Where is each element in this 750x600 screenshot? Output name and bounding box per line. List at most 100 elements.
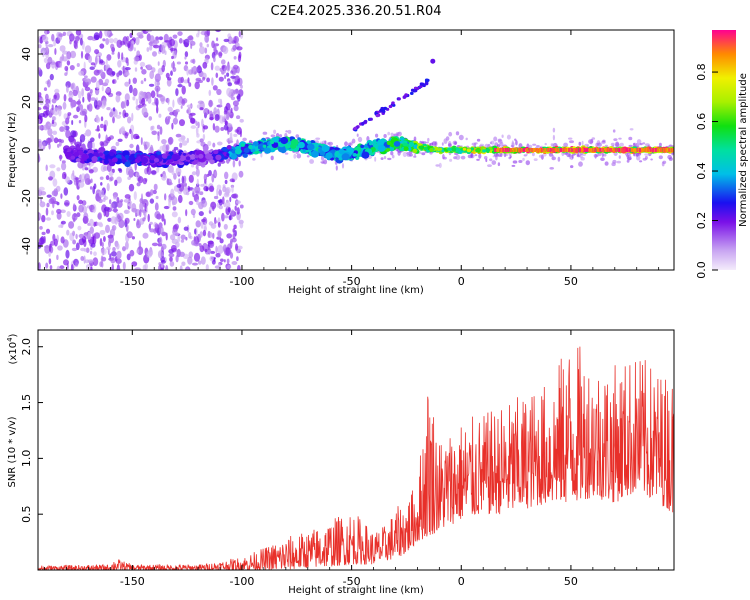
spectrogram-band-dot [174, 154, 181, 160]
spectrogram-noise-dot [497, 144, 501, 148]
spectrogram-noise-dot [230, 107, 233, 114]
spectrogram-noise-dot [111, 51, 115, 55]
spectrogram-noise-dot [71, 247, 78, 252]
spectrogram-noise-dot [88, 204, 95, 211]
spectrogram-noise-dot [145, 30, 153, 33]
spectrogram-peak-cell [594, 148, 597, 152]
spectrogram-noise-dot [476, 158, 480, 161]
spectrogram-noise-dot [224, 188, 230, 196]
spectrogram-noise-dot [413, 136, 417, 142]
spectrogram-trail-dot [419, 82, 424, 86]
spectrogram-band-dot [243, 147, 250, 153]
spectrogram-noise-dot [204, 222, 207, 230]
spectrogram-noise-dot [61, 174, 65, 180]
spectrogram-noise-dot [642, 157, 647, 161]
spectrogram-noise-dot [68, 91, 74, 99]
spectrogram-noise-dot [169, 47, 176, 52]
spectrogram-noise-dot [223, 259, 226, 263]
spectrogram-band-dot [302, 149, 307, 153]
spectrogram-noise-dot [374, 156, 377, 162]
spectrogram-noise-dot [166, 78, 172, 87]
spectrogram-band-dot [93, 151, 99, 157]
spectrogram-noise-dot [206, 43, 209, 48]
spectrogram-noise-dot [234, 76, 238, 82]
spectrogram-noise-dot [615, 141, 620, 147]
spectrogram-noise-dot [53, 188, 58, 197]
spectrogram-noise-dot [159, 145, 166, 151]
spectrogram-noise-dot [84, 173, 90, 182]
spectrogram-noise-dot [285, 130, 288, 133]
spectrogram-noise-dot [130, 131, 134, 141]
spectrogram-noise-dot [45, 62, 51, 70]
spectrogram-noise-dot [114, 216, 118, 225]
spectrogram-noise-dot [460, 155, 466, 160]
spectrogram-noise-dot [95, 80, 100, 90]
spectrogram-noise-dot [202, 143, 209, 152]
spectrogram-noise-dot [76, 63, 80, 67]
spectrogram-peak-cell [602, 148, 605, 152]
snr-y-axis-label: SNR (10 * v/v) [7, 416, 18, 487]
spectrogram-peak-cell [665, 148, 668, 152]
spectrogram-noise-dot [151, 170, 157, 175]
spectrogram-noise-dot [77, 225, 82, 231]
spectrogram-noise-dot [194, 186, 201, 194]
spectrogram-noise-dot [60, 193, 63, 199]
spectrogram-noise-dot [54, 88, 60, 94]
spectrogram-noise-dot [159, 95, 166, 102]
spectrogram-peak-cell [644, 148, 647, 152]
spectrogram-noise-dot [180, 239, 185, 243]
spectrogram-noise-dot [156, 105, 159, 114]
spectrogram-noise-dot [610, 142, 615, 147]
spectrogram-trail-dot [388, 104, 393, 109]
spectrogram-peak-cell [507, 148, 510, 152]
spectrogram-noise-dot [232, 159, 236, 168]
spectrogram-band-dot [466, 148, 472, 153]
spectrogram-noise-dot [658, 155, 663, 160]
spectrogram-noise-dot [157, 250, 164, 259]
spectrogram-peak-cell [575, 148, 578, 152]
spectrogram-noise-dot [206, 77, 211, 83]
spectrogram-marks [38, 30, 674, 270]
spectrogram-noise-dot [56, 254, 59, 260]
spectrogram-noise-dot [199, 107, 204, 111]
spectrogram-noise-dot [94, 49, 100, 55]
spectrogram-noise-dot [202, 125, 209, 130]
spectrogram-noise-dot [557, 156, 561, 162]
spectrogram-band-dot [128, 155, 134, 161]
spectrogram-noise-dot [69, 33, 75, 42]
snr-frame [37, 329, 675, 571]
spectrogram-noise-dot [601, 152, 604, 158]
spectrogram-band-dot [418, 145, 423, 149]
spectrogram-noise-dot [223, 124, 229, 131]
spectrogram-noise-dot [616, 160, 621, 164]
spectrogram-noise-dot [171, 55, 174, 60]
spectrogram-noise-dot [46, 202, 50, 208]
spectrogram-noise-dot [93, 183, 97, 190]
spectrogram-noise-dot [120, 199, 124, 203]
spectrogram-peak-cell [631, 148, 634, 152]
spectrogram-noise-dot [225, 201, 231, 209]
spectrogram-noise-dot [111, 71, 116, 76]
spectrogram-noise-dot [236, 256, 239, 262]
spectrogram-x-tick-label: 50 [564, 275, 578, 288]
spectrogram-noise-dot [108, 171, 114, 176]
spectrogram-noise-dot [188, 232, 192, 239]
spectrogram-noise-dot [570, 165, 574, 169]
spectrogram-peak-cell [654, 148, 657, 152]
spectrogram-trail-dot [424, 78, 429, 82]
spectrogram-noise-dot [628, 136, 633, 141]
spectrogram-band-dot [124, 161, 131, 168]
spectrogram-peak-cell [670, 148, 673, 152]
spectrogram-noise-dot [293, 153, 297, 159]
spectrogram-noise-dot [101, 242, 104, 248]
spectrogram-noise-dot [103, 124, 107, 132]
spectrogram-peak-cell [557, 148, 560, 152]
spectrogram-peak-cell [541, 148, 544, 152]
spectrogram-noise-dot [93, 232, 101, 239]
spectrogram-noise-dot [140, 137, 143, 146]
spectrogram-noise-dot [45, 262, 49, 269]
spectrogram-peak-cell [628, 148, 631, 152]
spectrogram-noise-dot [222, 196, 225, 205]
spectrogram-noise-dot [233, 133, 238, 137]
spectrogram-band-dot [99, 152, 103, 156]
